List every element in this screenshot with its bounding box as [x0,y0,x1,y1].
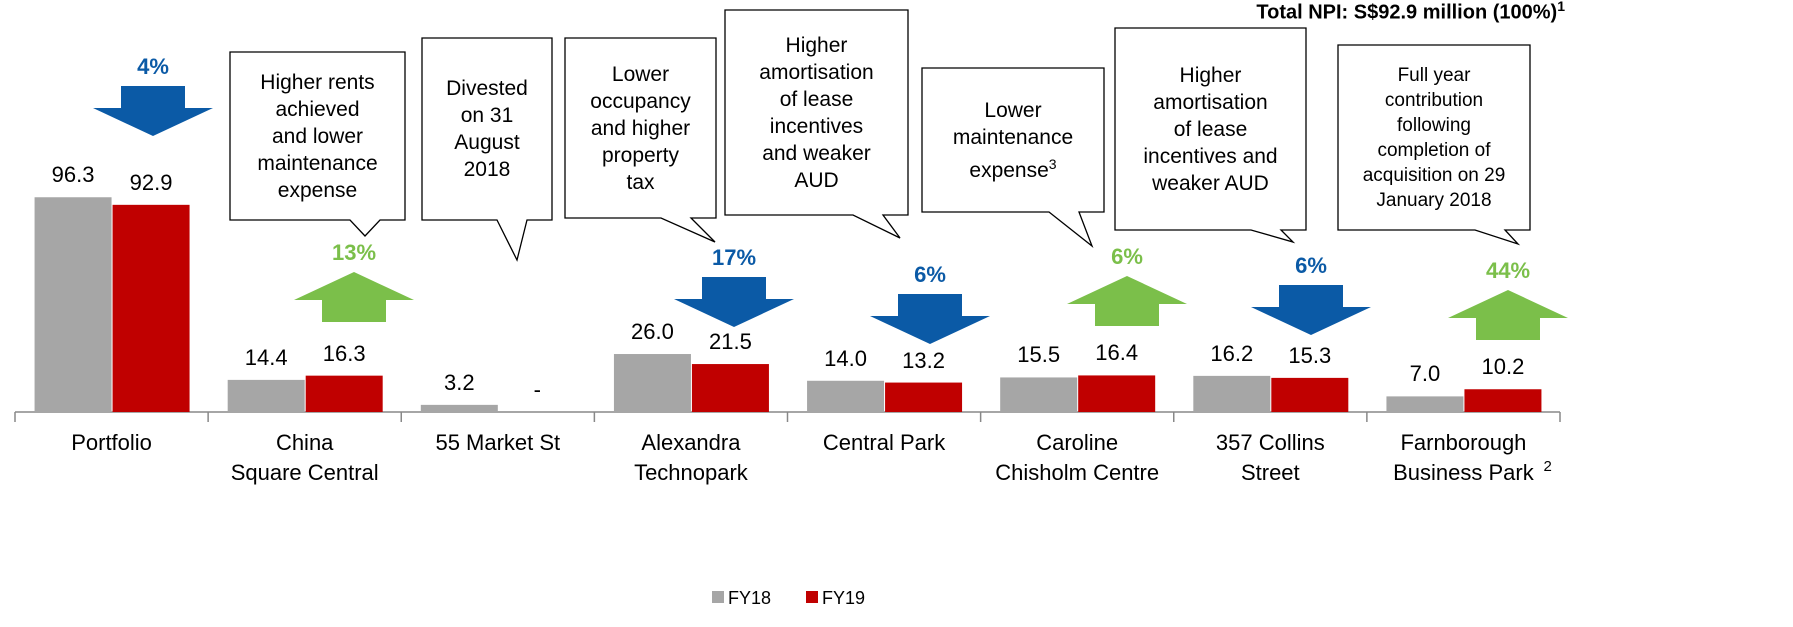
callout-text: Higher amortisation of lease incentives … [759,33,874,192]
callout-text-box: Higher amortisation of lease incentives … [1115,28,1306,230]
bar [807,380,885,412]
callout-text: Divested on 31 August 2018 [446,77,528,181]
value-label: 96.3 [51,162,95,188]
callout-box [421,37,553,262]
value-label: 16.4 [1095,340,1139,366]
bar [691,364,769,412]
chart-title-wrap: Total NPI: S$92.9 million (100%)1 [1256,0,1565,28]
value-label: 13.2 [902,347,945,373]
change-label: 13% [331,240,377,265]
value-label: 7.0 [1409,361,1441,387]
callout-box [724,9,909,239]
x-tick-label: Central Park [822,430,946,455]
bar [420,404,498,412]
callout-text-line: Lower maintenance expense3 [953,97,1073,184]
value-label: 15.3 [1288,342,1332,368]
legend-label: FY18 [728,588,771,608]
bar [885,382,963,412]
change-arrow [674,277,794,327]
callout-text: Full year contribution following complet… [1362,64,1506,211]
legend-swatch [712,591,724,603]
change-label: 6% [1111,244,1143,269]
callout-text: Lower occupancy and higher property tax [590,62,691,194]
x-tick-label: 357 Collins Street [1215,430,1325,485]
callout-box [564,37,717,243]
value-label: 16.3 [322,340,366,366]
callout-text-line: Higher amortisation of lease incentives … [759,32,873,194]
bar [1000,377,1078,412]
change-label: 6% [1295,253,1327,278]
change-label: 44% [1485,258,1531,283]
value-label: 21.5 [709,329,752,355]
bar [613,354,691,412]
change-label: 17% [711,245,757,270]
change-label: 6% [914,262,946,287]
value-label: 3.2 [444,369,475,395]
callout-text: Higher rents achieved and lower maintena… [257,70,378,202]
callout-text: Higher amortisation of lease incentives … [1143,63,1278,195]
x-tick-label: Farnborough Business Park [1393,430,1534,485]
bar [1078,375,1156,412]
value-label: - [533,377,541,402]
change-arrow [93,86,213,136]
change-arrow [1251,285,1371,335]
bar [1386,396,1464,412]
x-tick-label: China Square Central [230,430,379,485]
callout-text-box: Divested on 31 August 2018 [422,38,552,220]
bar [34,197,112,412]
x-tick-label: Portfolio [71,430,152,455]
value-label: 14.0 [824,345,867,371]
callout-footnote: 3 [1048,155,1057,172]
value-label: 92.9 [129,169,173,195]
callout-text-line: Full year contribution following complet… [1363,63,1506,213]
x-tick-label: 55 Market St [435,430,561,455]
callout-text-line: Higher amortisation of lease incentives … [1143,62,1277,197]
x-tick-label: Alexandra Technopark [634,430,748,485]
callout-box [229,51,406,237]
value-label: 10.2 [1481,354,1525,380]
callout-text-line: Divested on 31 August 2018 [446,75,528,183]
legend-label: FY19 [822,588,865,608]
title-footnote: 1 [1557,0,1565,14]
callout-text-line: Lower occupancy and higher property tax [590,61,690,196]
x-tick-label: Caroline Chisholm Centre [995,430,1160,485]
callout-text-box: Lower maintenance expense3 [922,68,1104,212]
callout-box [921,67,1105,248]
callout-text: Lower maintenance expense [952,98,1074,182]
bar [1271,377,1349,412]
category-footnote: 2 [1543,458,1552,475]
callout-box [1337,44,1531,246]
change-arrow [870,294,990,344]
value-label: 26.0 [631,319,674,345]
chart-title: Total NPI: S$92.9 million (100%) [1256,1,1558,24]
bar [305,375,383,412]
callout-text-box: Higher amortisation of lease incentives … [725,10,908,215]
bar [1464,389,1542,412]
legend-swatch [806,591,818,603]
callout-text-line: Higher rents achieved and lower maintena… [257,69,377,204]
change-arrow [1448,290,1568,340]
value-label: 16.2 [1210,340,1254,366]
callout-text-box: Lower occupancy and higher property tax [565,38,716,218]
bar [1193,375,1271,412]
callout-text-box: Full year contribution following complet… [1338,45,1530,230]
callout-box [1114,27,1307,244]
change-arrow [294,272,414,322]
change-arrow [1067,276,1187,326]
value-label: 15.5 [1017,342,1061,368]
value-label: 14.4 [244,344,288,370]
change-label: 4% [137,54,169,79]
callout-text-box: Higher rents achieved and lower maintena… [230,52,405,220]
bar [112,204,190,412]
bar [227,379,305,412]
